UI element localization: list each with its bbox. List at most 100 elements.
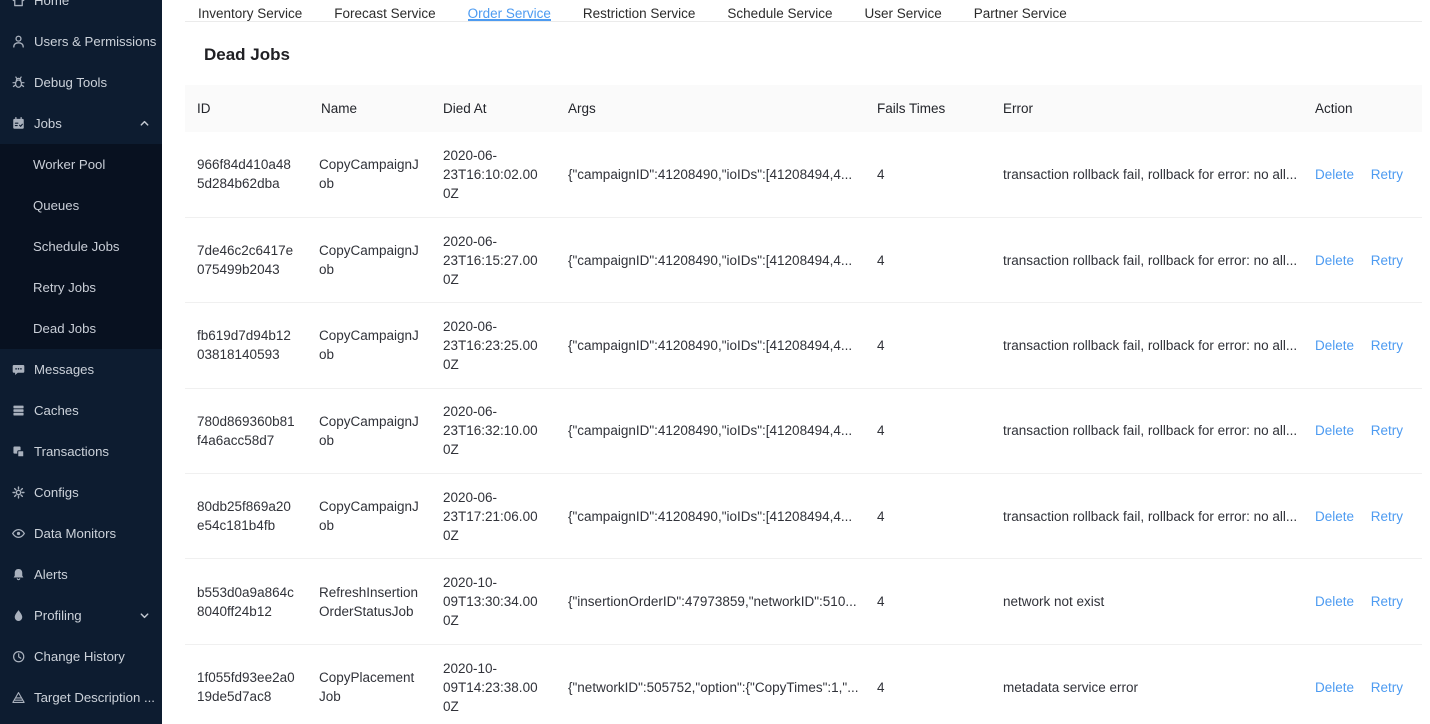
sidebar-item-profiling[interactable]: Profiling [0, 595, 162, 636]
delete-link[interactable]: Delete [1315, 337, 1355, 353]
tab-schedule-service[interactable]: Schedule Service [727, 6, 833, 21]
action-cell: Delete Retry [1303, 388, 1422, 475]
error-cell: metadata service error [991, 644, 1303, 724]
job-name-cell: RefreshInsertionOrderStatusJob [309, 558, 431, 645]
delete-link[interactable]: Delete [1315, 594, 1355, 610]
sidebar-item-label: Change History [34, 649, 125, 664]
sidebar-item-alerts[interactable]: Alerts [0, 554, 162, 595]
retry-link[interactable]: Retry [1370, 679, 1404, 695]
died-at-cell: 2020-06-23T16:10:02.000Z [431, 132, 556, 218]
home-icon [12, 0, 25, 7]
sidebar-item-configs[interactable]: Configs [0, 472, 162, 513]
died-at-cell: 2020-10-09T14:23:38.000Z [431, 644, 556, 724]
job-id-cell: b553d0a9a864c8040ff24b12 [185, 558, 309, 645]
sidebar-item-target-description[interactable]: Target Description ... [0, 677, 162, 718]
message-icon [12, 365, 25, 375]
sidebar-item-worker-pool[interactable]: Worker Pool [0, 144, 162, 185]
sidebar: Home Users & Permissions Debug Tools Job… [0, 0, 162, 724]
action-cell: Delete Retry [1303, 132, 1422, 218]
sidebar-item-label: Retry Jobs [33, 280, 97, 295]
table-header-row: ID Name Died At Args Fails Times Error A… [185, 85, 1422, 132]
column-header-id: ID [185, 85, 309, 132]
sidebar-item-label: Dead Jobs [33, 321, 97, 336]
retry-link[interactable]: Retry [1370, 423, 1404, 439]
dead-jobs-table-wrap: ID Name Died At Args Fails Times Error A… [185, 85, 1422, 724]
job-name-cell: CopyPlacementJob [309, 644, 431, 724]
tab-inventory-service[interactable]: Inventory Service [198, 6, 303, 21]
column-header-name: Name [309, 85, 431, 132]
delete-link[interactable]: Delete [1315, 679, 1355, 695]
tab-user-service[interactable]: User Service [864, 6, 942, 21]
died-at-cell: 2020-06-23T16:15:27.000Z [431, 217, 556, 304]
fails-times-cell: 4 [865, 644, 991, 724]
sidebar-item-retry-jobs[interactable]: Retry Jobs [0, 267, 162, 308]
sidebar-item-label: Home [34, 0, 70, 8]
delete-link[interactable]: Delete [1315, 423, 1355, 439]
delete-link[interactable]: Delete [1315, 252, 1355, 268]
job-name-cell: CopyCampaignJob [309, 473, 431, 560]
args-cell: {"campaignID":41208490,"ioIDs":[41208494… [556, 132, 865, 218]
retry-link[interactable]: Retry [1370, 252, 1404, 268]
column-header-error: Error [991, 85, 1303, 132]
died-at-cell: 2020-10-09T13:30:34.000Z [431, 558, 556, 645]
error-cell: transaction rollback fail, rollback for … [991, 132, 1303, 218]
args-cell: {"insertionOrderID":47973859,"networkID"… [556, 558, 865, 645]
sidebar-item-label: Data Monitors [34, 526, 117, 541]
sidebar-item-label: Messages [34, 362, 95, 377]
job-id-cell: 1f055fd93ee2a019de5d7ac8 [185, 644, 309, 724]
fails-times-cell: 4 [865, 132, 991, 218]
sidebar-item-messages[interactable]: Messages [0, 349, 162, 390]
sidebar-item-home[interactable]: Home [0, 0, 162, 21]
jobs-icon [13, 117, 24, 129]
delete-link[interactable]: Delete [1315, 508, 1355, 524]
job-id-cell: 7de46c2c6417e075499b2043 [185, 217, 309, 304]
sidebar-item-label: Schedule Jobs [33, 239, 120, 254]
tab-restriction-service[interactable]: Restriction Service [582, 6, 696, 21]
retry-link[interactable]: Retry [1370, 337, 1404, 353]
action-cell: Delete Retry [1303, 473, 1422, 560]
bell-icon [13, 568, 24, 581]
sidebar-item-label: Users & Permissions [34, 34, 157, 49]
column-header-died-at: Died At [431, 85, 556, 132]
retry-link[interactable]: Retry [1370, 508, 1404, 524]
sidebar-item-jobs[interactable]: Jobs [0, 103, 162, 144]
sidebar-nav: Home Users & Permissions Debug Tools Job… [0, 0, 162, 718]
droplet-icon [14, 610, 23, 621]
sidebar-item-label: Debug Tools [34, 75, 108, 90]
error-cell: transaction rollback fail, rollback for … [991, 388, 1303, 475]
users-icon [13, 35, 24, 48]
delete-link[interactable]: Delete [1315, 166, 1355, 182]
fails-times-cell: 4 [865, 217, 991, 304]
sidebar-item-transactions[interactable]: Transactions [0, 431, 162, 472]
table-row: 7de46c2c6417e075499b2043 CopyCampaignJob… [185, 217, 1422, 304]
sidebar-item-data-monitors[interactable]: Data Monitors [0, 513, 162, 554]
retry-link[interactable]: Retry [1370, 166, 1404, 182]
eye-icon [11, 529, 26, 538]
tab-forecast-service[interactable]: Forecast Service [334, 6, 436, 21]
sidebar-item-debug-tools[interactable]: Debug Tools [0, 62, 162, 103]
chevron-down-icon [140, 613, 149, 619]
tab-partner-service[interactable]: Partner Service [973, 6, 1067, 21]
args-cell: {"campaignID":41208490,"ioIDs":[41208494… [556, 302, 865, 389]
table-row: b553d0a9a864c8040ff24b12 RefreshInsertio… [185, 558, 1422, 645]
args-cell: {"networkID":505752,"option":{"CopyTimes… [556, 644, 865, 724]
action-cell: Delete Retry [1303, 644, 1422, 724]
job-id-cell: 80db25f869a20e54c181b4fb [185, 473, 309, 560]
triangle-icon [12, 692, 25, 703]
tab-order-service[interactable]: Order Service [467, 0, 552, 21]
sidebar-item-dead-jobs[interactable]: Dead Jobs [0, 308, 162, 349]
died-at-cell: 2020-06-23T17:21:06.000Z [431, 473, 556, 560]
job-name-cell: CopyCampaignJob [309, 132, 431, 218]
job-name-cell: CopyCampaignJob [309, 302, 431, 389]
error-cell: transaction rollback fail, rollback for … [991, 217, 1303, 304]
sidebar-item-label: Target Description ... [34, 690, 155, 705]
sidebar-item-change-history[interactable]: Change History [0, 636, 162, 677]
sidebar-item-schedule-jobs[interactable]: Schedule Jobs [0, 226, 162, 267]
sidebar-item-users-permissions[interactable]: Users & Permissions [0, 21, 162, 62]
fails-times-cell: 4 [865, 473, 991, 560]
sidebar-item-caches[interactable]: Caches [0, 390, 162, 431]
sidebar-item-queues[interactable]: Queues [0, 185, 162, 226]
table-row: 80db25f869a20e54c181b4fb CopyCampaignJob… [185, 473, 1422, 560]
retry-link[interactable]: Retry [1370, 594, 1404, 610]
error-cell: network not exist [991, 558, 1303, 645]
